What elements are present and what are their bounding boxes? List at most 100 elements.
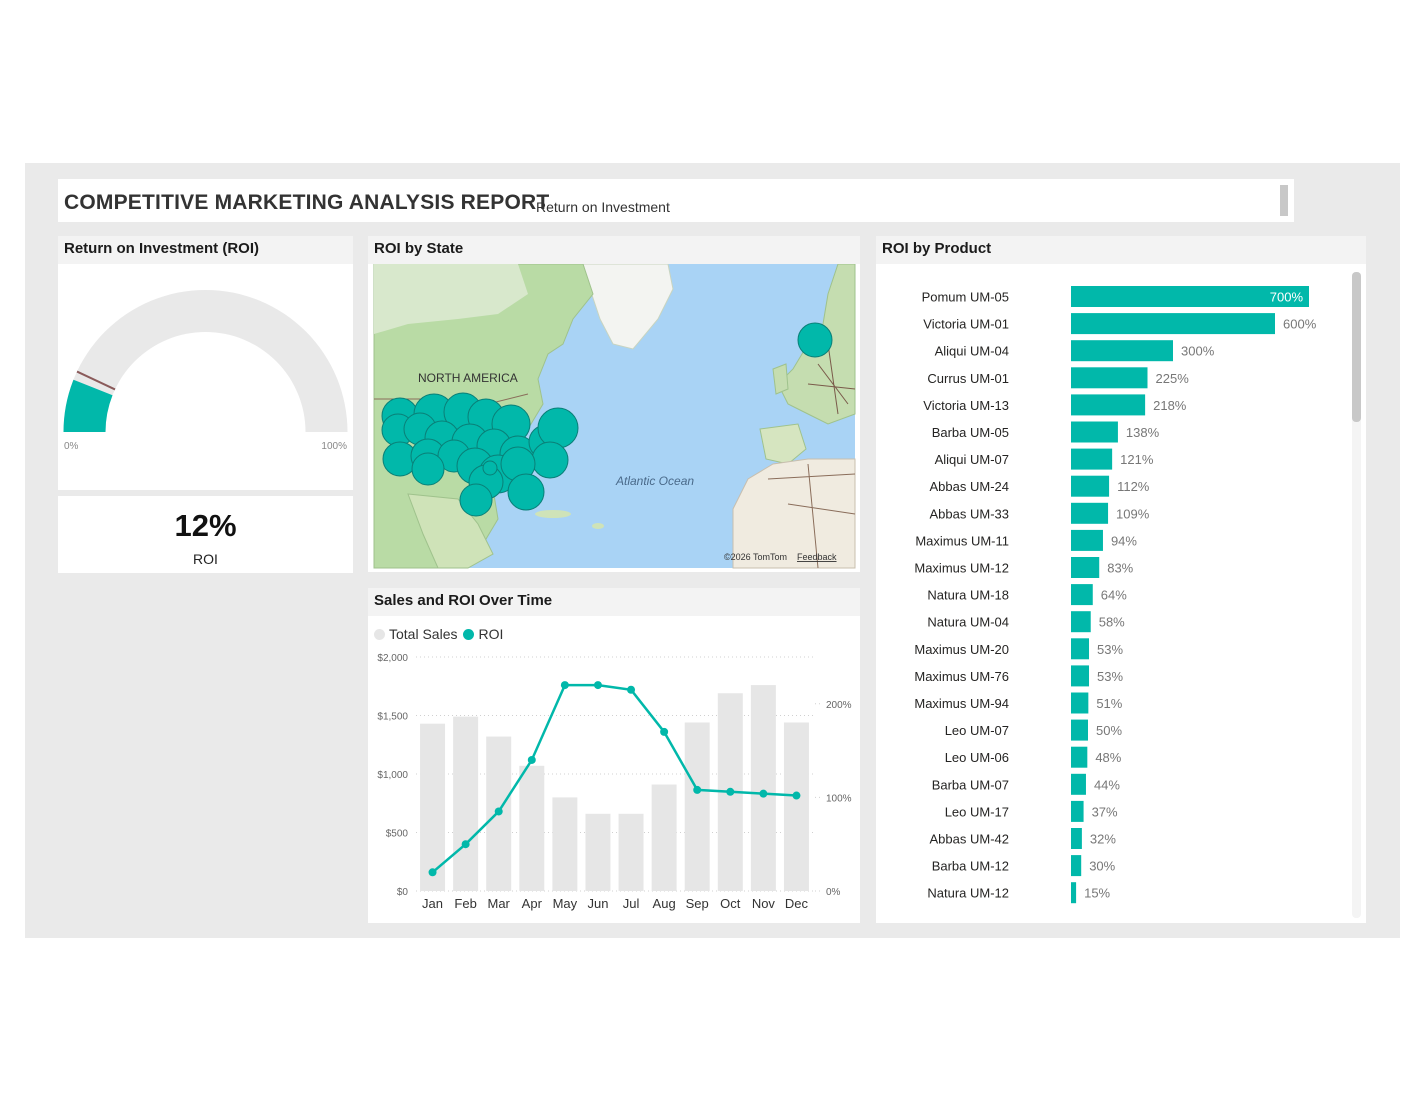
product-bar[interactable] — [1071, 340, 1173, 362]
roi-gauge[interactable]: 0% 100% — [58, 264, 353, 490]
product-category-label: Abbas UM-42 — [930, 832, 1009, 847]
product-bar[interactable] — [1071, 692, 1089, 714]
product-bar[interactable] — [1071, 286, 1309, 307]
legend-label-roi[interactable]: ROI — [478, 626, 504, 642]
product-bar[interactable] — [1071, 502, 1109, 524]
roi-point[interactable] — [660, 727, 669, 736]
roi-point[interactable] — [494, 807, 503, 816]
sales-bar[interactable] — [684, 722, 710, 891]
roi-point[interactable] — [693, 785, 702, 794]
product-bar[interactable] — [1071, 367, 1148, 389]
map-bubble[interactable] — [537, 407, 579, 449]
roi-point[interactable] — [527, 755, 536, 764]
map-bubble[interactable] — [411, 452, 445, 486]
gauge-track — [63, 289, 348, 432]
y-right-tick-label: 0% — [826, 887, 841, 898]
product-bar[interactable] — [1071, 800, 1084, 822]
map-feedback-link[interactable]: Feedback — [797, 552, 837, 562]
map-bubbles — [381, 322, 833, 517]
gauge-target-marker — [76, 370, 116, 391]
product-bar[interactable] — [1071, 828, 1082, 849]
product-bar[interactable] — [1071, 665, 1090, 687]
uk-landmass — [772, 363, 789, 395]
map-bubble[interactable] — [531, 441, 569, 479]
map-bubble[interactable] — [482, 460, 498, 476]
product-data-label: 218% — [1153, 398, 1187, 413]
gauge-min-label: 0% — [64, 441, 79, 452]
x-tick-label: Nov — [752, 896, 776, 911]
product-data-label: 121% — [1120, 452, 1154, 467]
roi-point[interactable] — [593, 681, 602, 690]
roi-point[interactable] — [461, 840, 470, 849]
x-tick-label: Sep — [686, 896, 709, 911]
map-bubble[interactable] — [507, 473, 545, 511]
product-bar[interactable] — [1071, 475, 1110, 497]
sales-bar[interactable] — [651, 784, 677, 891]
product-category-label: Abbas UM-24 — [930, 479, 1009, 494]
legend-label-total-sales[interactable]: Total Sales — [389, 626, 458, 642]
product-bar[interactable] — [1071, 882, 1077, 904]
product-category-label: Leo UM-17 — [945, 804, 1009, 819]
product-data-label: 700% — [1270, 290, 1304, 305]
product-category-label: Victoria UM-13 — [923, 398, 1009, 413]
report-title-bar: COMPETITIVE MARKETING ANALYSIS REPORT Re… — [58, 179, 1294, 222]
caribbean-islands — [535, 510, 571, 518]
roi-point[interactable] — [726, 787, 735, 796]
roi-point[interactable] — [627, 685, 636, 694]
product-bar[interactable] — [1071, 421, 1118, 443]
gauge-svg: 0% 100% — [63, 289, 348, 452]
product-data-label: 109% — [1116, 506, 1150, 521]
product-bar[interactable] — [1071, 448, 1113, 470]
map-title: ROI by State — [368, 236, 860, 264]
x-tick-label: Feb — [454, 896, 476, 911]
product-data-label: 30% — [1089, 859, 1115, 874]
product-bar[interactable] — [1071, 773, 1086, 795]
sales-bar[interactable] — [618, 813, 644, 891]
roi-card[interactable]: 12% ROI — [58, 496, 353, 573]
roi-line[interactable] — [431, 683, 797, 874]
sales-roi-chart[interactable]: Total Sales ROI $0 $500 $1,000 $1,500 $2,000… — [368, 616, 860, 923]
product-scrollbar-track[interactable] — [1352, 272, 1361, 918]
sales-bar[interactable] — [552, 797, 578, 891]
sales-bar[interactable] — [783, 722, 809, 891]
sales-bar[interactable] — [750, 685, 776, 891]
product-bar[interactable] — [1071, 638, 1090, 660]
sales-bar[interactable] — [453, 716, 479, 891]
roi-point[interactable] — [759, 789, 768, 798]
product-data-label: 48% — [1095, 750, 1121, 765]
product-bar[interactable] — [1071, 529, 1103, 551]
x-tick-label: Aug — [653, 896, 676, 911]
sales-bar[interactable] — [519, 765, 545, 891]
product-category-label: Leo UM-06 — [945, 750, 1009, 765]
product-data-label: 58% — [1099, 615, 1125, 630]
iberia-landmass — [759, 423, 807, 465]
roi-point[interactable] — [428, 868, 437, 877]
product-scrollbar-thumb[interactable] — [1352, 272, 1361, 422]
x-tick-label: May — [553, 896, 578, 911]
map-label-atlantic: Atlantic Ocean — [615, 474, 694, 488]
map-bubble[interactable] — [459, 483, 493, 517]
roi-map[interactable]: NORTH AMERICA Atlantic Ocean ©2026 TomTo… — [368, 263, 860, 572]
roi-point[interactable] — [792, 791, 801, 800]
product-bar[interactable] — [1071, 313, 1275, 335]
map-label-north-america: NORTH AMERICA — [418, 371, 518, 385]
product-data-label: 51% — [1096, 696, 1122, 711]
product-bar[interactable] — [1071, 855, 1082, 877]
roi-point[interactable] — [560, 681, 569, 690]
sales-bar[interactable] — [585, 813, 611, 891]
product-data-label: 83% — [1107, 561, 1133, 576]
gauge-fill — [63, 379, 113, 432]
map-bubble[interactable] — [797, 322, 833, 358]
roi-by-product-chart[interactable]: Pomum UM-05 700% Victoria UM-01 600% Aliqui … — [876, 264, 1366, 923]
product-bar[interactable] — [1071, 557, 1100, 578]
y-left-tick-label: $0 — [397, 887, 409, 898]
product-bar[interactable] — [1071, 394, 1146, 416]
africa-borders — [767, 463, 856, 569]
product-bar[interactable] — [1071, 611, 1091, 633]
sales-bar[interactable] — [420, 723, 446, 891]
product-bar[interactable] — [1071, 719, 1088, 741]
product-bar[interactable] — [1071, 584, 1093, 606]
title-scrollbar[interactable] — [1280, 185, 1288, 216]
caribbean-islands-2 — [592, 523, 604, 529]
product-bar[interactable] — [1071, 746, 1088, 768]
